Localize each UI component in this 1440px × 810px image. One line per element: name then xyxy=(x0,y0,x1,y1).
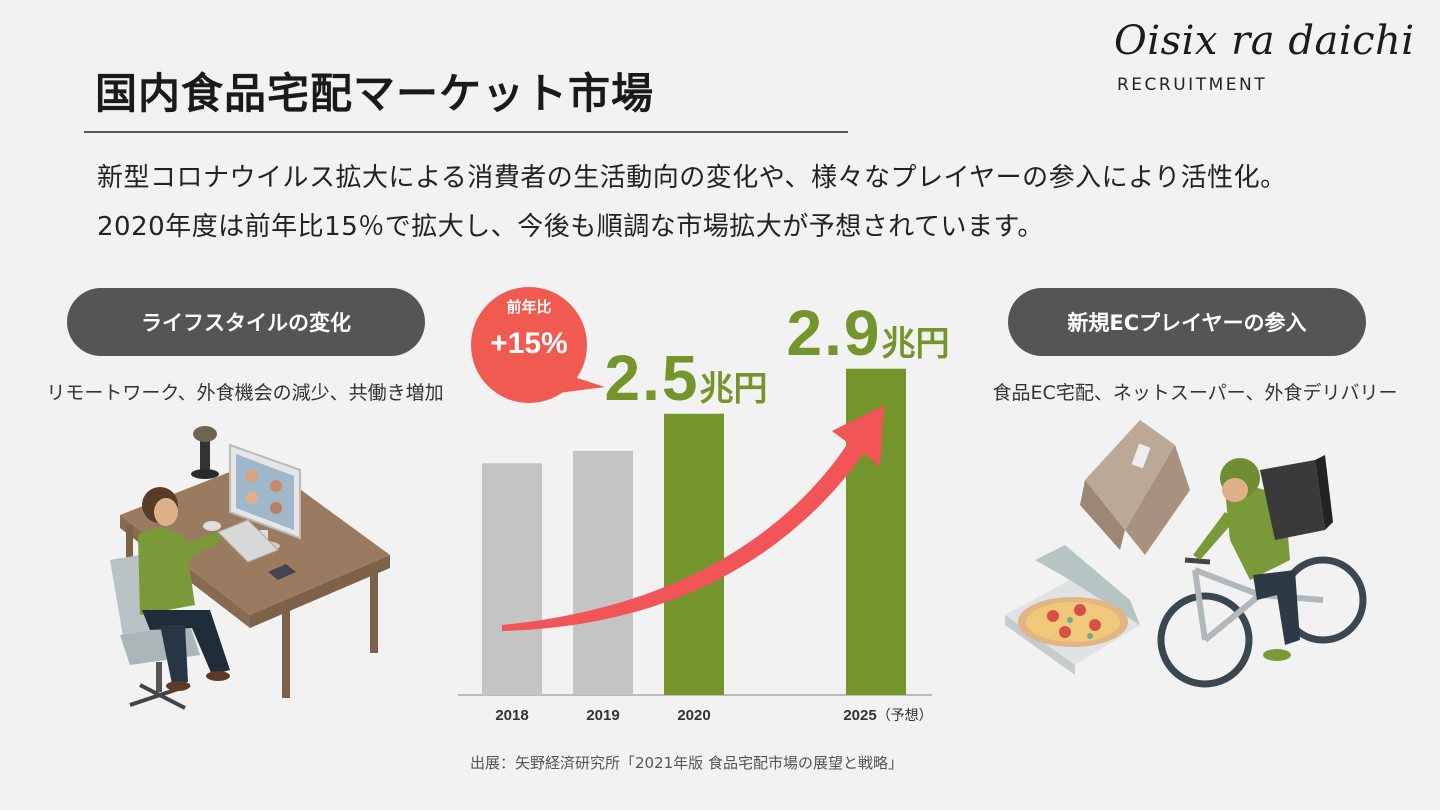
annotation-bubble-shape xyxy=(471,287,605,403)
annotation-label: 前年比 xyxy=(506,298,551,316)
lead-text-line-2: 2020年度は前年比15％で拡大し、今後も順調な市場拡大が予想されています。 xyxy=(97,212,1044,242)
page-title: 国内食品宅配マーケット市場 xyxy=(95,69,655,118)
bar-2018 xyxy=(482,463,542,695)
x-tick-2025: 2025（予想） xyxy=(843,707,932,724)
x-tick-2019: 2019 xyxy=(586,707,619,724)
growth-arrow-icon xyxy=(502,405,884,631)
x-tick-2020: 2020 xyxy=(677,707,710,724)
growth-annotation-bubble: 前年比 +15% xyxy=(471,287,605,403)
annotation-value: +15% xyxy=(490,327,568,360)
value-label-2025: 2.9兆円 xyxy=(787,297,950,369)
lifestyle-change-pill: ライフスタイルの変化 xyxy=(67,288,425,356)
source-citation: 出展：矢野経済研究所「2021年版 食品宅配市場の展望と戦略」 xyxy=(470,754,903,772)
title-divider xyxy=(84,131,848,133)
x-tick-2018: 2018 xyxy=(495,707,528,724)
lead-text-line-1: 新型コロナウイルス拡大による消費者の生活動向の変化や、様々なプレイヤーの参入によ… xyxy=(97,163,1287,193)
value-label-2020: 2.5兆円 xyxy=(605,342,768,414)
bar-2019 xyxy=(573,450,633,695)
new-ec-players-pill: 新規ECプレイヤーの参入 xyxy=(1008,288,1366,356)
lifestyle-change-caption: リモートワーク、外食機会の減少、共働き増加 xyxy=(46,382,444,404)
brand-logo-subtitle: RECRUITMENT xyxy=(1117,75,1268,95)
bar-2020 xyxy=(664,413,724,695)
brand-logo: Oisix ra daichi xyxy=(1114,18,1415,64)
market-size-bar-chart: 2018 2019 2020 2025（予想） 2.5兆円 2.9兆円 前年比 +15% xyxy=(458,287,950,724)
remote-work-desk-illustration-icon xyxy=(110,426,390,710)
delivery-bicycle-illustration-icon xyxy=(1005,420,1367,688)
new-ec-players-caption: 食品EC宅配、ネットスーパー、外食デリバリー xyxy=(992,382,1398,404)
